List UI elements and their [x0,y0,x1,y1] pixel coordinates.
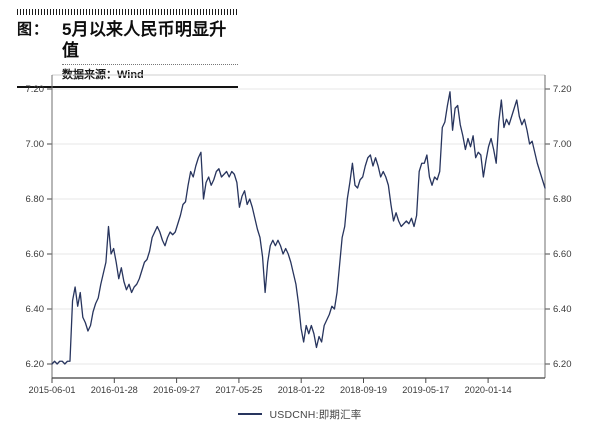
chart-title: 5月以来人民币明显升值 [62,19,238,65]
x-axis-label: 2018-01-22 [278,385,325,395]
hatch-border [17,9,238,15]
y-axis-label-right: 7.00 [553,139,572,150]
chart-legend: USDCNH:即期汇率 [0,404,600,424]
x-axis-label: 2017-05-25 [215,385,262,395]
x-axis-label: 2020-01-14 [465,385,512,395]
y-axis-label-right: 6.60 [553,249,572,260]
y-axis-label-right: 6.40 [553,304,572,315]
x-axis-label: 2018-09-19 [340,385,387,395]
y-axis-label-left: 6.60 [26,249,45,260]
x-axis-label: 2016-09-27 [153,385,200,395]
y-axis-label-left: 6.20 [26,359,45,370]
y-axis-label-right: 6.80 [553,194,572,205]
x-axis-label: 2019-05-17 [402,385,449,395]
y-axis-label-right: 6.20 [553,359,572,370]
x-axis-label: 2016-01-28 [91,385,138,395]
legend-series-label: USDCNH:即期汇率 [269,408,362,421]
y-axis-label-left: 7.00 [26,139,45,150]
x-axis-label: 2015-06-01 [29,385,76,395]
figure-label: 图： [17,21,50,38]
exchange-rate-chart: 6.20 6.20 6.40 6.40 6.60 6.60 6.80 6.80 7.00 7.00… [0,64,600,400]
y-axis-label-left: 7.20 [26,84,45,95]
y-axis-label-right: 7.20 [553,84,572,95]
y-axis-label-left: 6.40 [26,304,45,315]
line-chart-canvas: 6.20 6.20 6.40 6.40 6.60 6.60 6.80 6.80 7.00 7.00… [26,74,572,395]
legend-line-swatch [238,413,263,415]
y-axis-label-left: 6.80 [26,194,45,205]
usdcnh-series-line [51,91,546,365]
